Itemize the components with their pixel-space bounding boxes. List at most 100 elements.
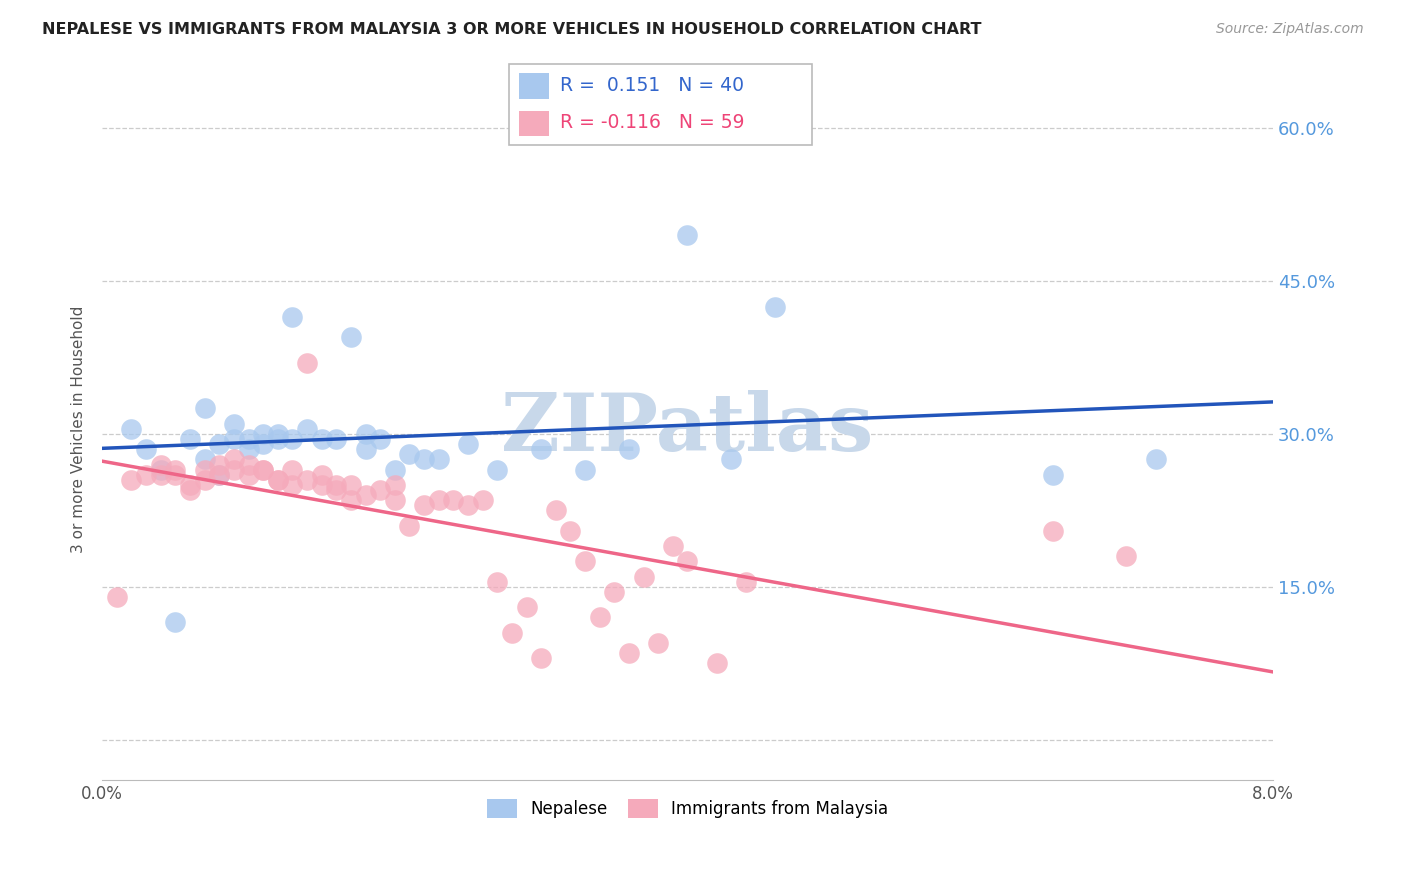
Point bbox=[222, 417, 245, 431]
Point bbox=[267, 432, 290, 446]
Point bbox=[179, 478, 201, 492]
Point bbox=[295, 473, 318, 487]
Point bbox=[589, 610, 612, 624]
Y-axis label: 3 or more Vehicles in Household: 3 or more Vehicles in Household bbox=[72, 305, 86, 552]
Point bbox=[267, 473, 290, 487]
Point bbox=[311, 432, 333, 446]
Point bbox=[427, 493, 450, 508]
Point bbox=[735, 574, 758, 589]
Point bbox=[238, 442, 260, 457]
Point bbox=[501, 625, 523, 640]
Point bbox=[208, 437, 231, 451]
Point bbox=[354, 427, 377, 442]
Point bbox=[281, 310, 304, 324]
Point bbox=[208, 467, 231, 482]
Point bbox=[560, 524, 582, 538]
Point bbox=[135, 442, 157, 457]
Point bbox=[222, 462, 245, 476]
Point bbox=[486, 574, 509, 589]
Point bbox=[325, 478, 347, 492]
Point bbox=[368, 432, 391, 446]
Point bbox=[238, 458, 260, 472]
Point bbox=[471, 493, 494, 508]
Point bbox=[281, 462, 304, 476]
Point bbox=[340, 478, 363, 492]
Point bbox=[603, 585, 626, 599]
Point bbox=[515, 600, 537, 615]
Point bbox=[325, 432, 347, 446]
Point bbox=[617, 442, 640, 457]
Point bbox=[325, 483, 347, 497]
Point bbox=[574, 554, 596, 568]
Point bbox=[135, 467, 157, 482]
Point bbox=[633, 569, 655, 583]
Point bbox=[706, 656, 728, 670]
Point bbox=[720, 452, 742, 467]
Point bbox=[441, 493, 464, 508]
Point bbox=[340, 493, 363, 508]
Point bbox=[194, 401, 217, 416]
Point bbox=[194, 462, 217, 476]
Text: R = -0.116   N = 59: R = -0.116 N = 59 bbox=[560, 113, 745, 132]
Bar bbox=[519, 73, 550, 99]
Point bbox=[544, 503, 567, 517]
Point bbox=[281, 478, 304, 492]
Bar bbox=[519, 111, 550, 136]
Point bbox=[1042, 524, 1064, 538]
Point bbox=[165, 462, 187, 476]
Point bbox=[311, 478, 333, 492]
Point bbox=[384, 478, 406, 492]
Point bbox=[413, 498, 436, 512]
Point bbox=[165, 615, 187, 630]
Point bbox=[295, 356, 318, 370]
Text: ZIPatlas: ZIPatlas bbox=[502, 390, 873, 468]
Point bbox=[267, 473, 290, 487]
Point bbox=[457, 437, 479, 451]
Point bbox=[413, 452, 436, 467]
Point bbox=[179, 483, 201, 497]
Point bbox=[486, 462, 509, 476]
Point bbox=[208, 467, 231, 482]
Point bbox=[238, 432, 260, 446]
Point bbox=[149, 467, 172, 482]
Point bbox=[662, 539, 685, 553]
Point bbox=[149, 462, 172, 476]
Point bbox=[105, 590, 128, 604]
Point bbox=[676, 554, 699, 568]
FancyBboxPatch shape bbox=[509, 64, 813, 145]
Point bbox=[281, 432, 304, 446]
Point bbox=[194, 473, 217, 487]
Point bbox=[295, 422, 318, 436]
Point bbox=[617, 646, 640, 660]
Point bbox=[267, 427, 290, 442]
Point bbox=[252, 427, 274, 442]
Point bbox=[676, 228, 699, 243]
Point bbox=[121, 473, 143, 487]
Legend: Nepalese, Immigrants from Malaysia: Nepalese, Immigrants from Malaysia bbox=[481, 792, 894, 825]
Point bbox=[252, 462, 274, 476]
Point bbox=[763, 300, 786, 314]
Point bbox=[1042, 467, 1064, 482]
Point bbox=[311, 467, 333, 482]
Point bbox=[647, 636, 669, 650]
Point bbox=[530, 651, 553, 665]
Point bbox=[252, 437, 274, 451]
Point bbox=[179, 432, 201, 446]
Point bbox=[1115, 549, 1137, 564]
Point bbox=[252, 462, 274, 476]
Text: R =  0.151   N = 40: R = 0.151 N = 40 bbox=[560, 76, 744, 95]
Point bbox=[384, 462, 406, 476]
Point bbox=[222, 432, 245, 446]
Text: Source: ZipAtlas.com: Source: ZipAtlas.com bbox=[1216, 22, 1364, 37]
Point bbox=[149, 458, 172, 472]
Point bbox=[208, 458, 231, 472]
Point bbox=[194, 452, 217, 467]
Point bbox=[398, 447, 420, 461]
Point bbox=[165, 467, 187, 482]
Point bbox=[427, 452, 450, 467]
Text: NEPALESE VS IMMIGRANTS FROM MALAYSIA 3 OR MORE VEHICLES IN HOUSEHOLD CORRELATION: NEPALESE VS IMMIGRANTS FROM MALAYSIA 3 O… bbox=[42, 22, 981, 37]
Point bbox=[238, 467, 260, 482]
Point bbox=[574, 462, 596, 476]
Point bbox=[222, 452, 245, 467]
Point bbox=[121, 422, 143, 436]
